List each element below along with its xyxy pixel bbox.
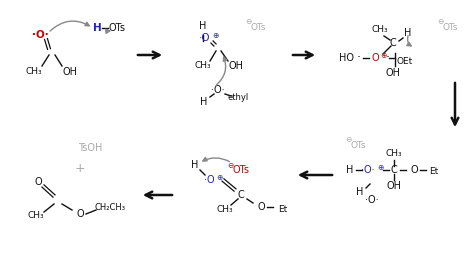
Text: TsOH: TsOH bbox=[78, 143, 102, 153]
Text: ⊖: ⊖ bbox=[437, 17, 443, 26]
Text: ·: · bbox=[357, 51, 361, 65]
Text: C: C bbox=[391, 165, 397, 175]
Text: O: O bbox=[410, 165, 418, 175]
Text: ·O·: ·O· bbox=[32, 30, 48, 40]
Text: H: H bbox=[191, 160, 199, 170]
Text: H: H bbox=[92, 23, 101, 33]
Text: ethyl: ethyl bbox=[228, 94, 249, 103]
Text: OTs: OTs bbox=[350, 141, 366, 150]
Text: O: O bbox=[257, 202, 265, 212]
Text: H: H bbox=[201, 97, 208, 107]
Text: ·: · bbox=[386, 51, 390, 65]
Text: O: O bbox=[76, 209, 84, 219]
Text: CH₃: CH₃ bbox=[386, 150, 402, 159]
Text: ⊕: ⊕ bbox=[212, 31, 218, 40]
Text: ⊕: ⊕ bbox=[380, 50, 386, 60]
Text: C: C bbox=[237, 190, 245, 200]
Text: ·O·: ·O· bbox=[361, 165, 375, 175]
Text: ·O·: ·O· bbox=[365, 195, 379, 205]
Text: OH: OH bbox=[63, 67, 78, 77]
Text: OH: OH bbox=[386, 181, 401, 191]
Text: CH₃: CH₃ bbox=[26, 68, 42, 77]
Text: Et: Et bbox=[278, 205, 288, 214]
Text: ·O: ·O bbox=[199, 33, 211, 43]
Text: OTs: OTs bbox=[233, 165, 249, 175]
Text: CH₃: CH₃ bbox=[27, 212, 44, 221]
Text: ·O·: ·O· bbox=[211, 85, 225, 95]
Text: ⊕: ⊕ bbox=[216, 172, 222, 181]
Text: CH₃: CH₃ bbox=[195, 61, 211, 70]
Text: ⊖: ⊖ bbox=[345, 135, 351, 144]
Text: H: H bbox=[199, 21, 207, 31]
Text: OH: OH bbox=[228, 61, 244, 71]
Text: CH₃: CH₃ bbox=[217, 206, 233, 215]
Text: H: H bbox=[356, 187, 364, 197]
Text: O: O bbox=[371, 53, 379, 63]
Text: CH₂CH₃: CH₂CH₃ bbox=[94, 204, 126, 213]
Text: OH: OH bbox=[385, 68, 401, 78]
Text: CH₃: CH₃ bbox=[372, 25, 388, 34]
Text: Et: Et bbox=[429, 168, 438, 177]
Text: OTs: OTs bbox=[442, 23, 458, 32]
Text: +: + bbox=[75, 161, 85, 175]
Text: OTs: OTs bbox=[250, 23, 266, 32]
Text: ⊕: ⊕ bbox=[377, 162, 383, 171]
Text: ·O: ·O bbox=[204, 175, 214, 185]
Text: OEt: OEt bbox=[397, 58, 413, 67]
Text: H: H bbox=[404, 28, 412, 38]
Text: ⊖: ⊖ bbox=[227, 161, 233, 170]
Text: C: C bbox=[390, 38, 396, 48]
Text: HO: HO bbox=[339, 53, 355, 63]
Text: OTs: OTs bbox=[109, 23, 126, 33]
Text: O: O bbox=[34, 177, 42, 187]
Text: ⊖: ⊖ bbox=[245, 17, 251, 26]
Text: H: H bbox=[346, 165, 354, 175]
